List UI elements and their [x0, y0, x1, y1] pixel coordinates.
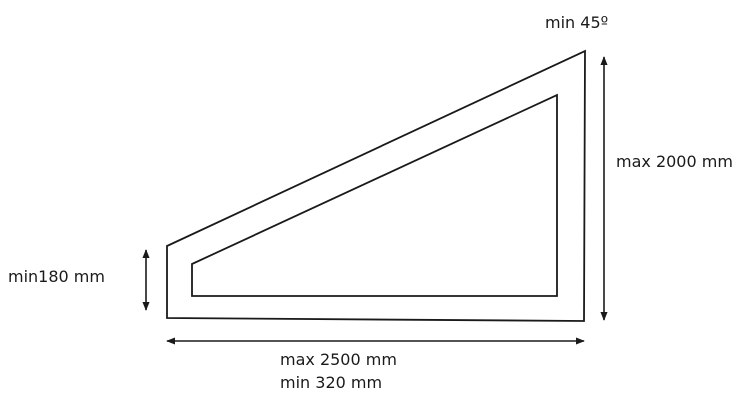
height-label: max 2000 mm — [616, 152, 733, 171]
min-width-label: min 320 mm — [280, 373, 383, 392]
angle-label: min 45º — [545, 13, 609, 32]
outer-frame — [166, 49, 586, 322]
inner-pane — [191, 93, 558, 297]
max-width-label: max 2500 mm — [280, 350, 397, 369]
short-side-label: min180 mm — [8, 267, 105, 286]
